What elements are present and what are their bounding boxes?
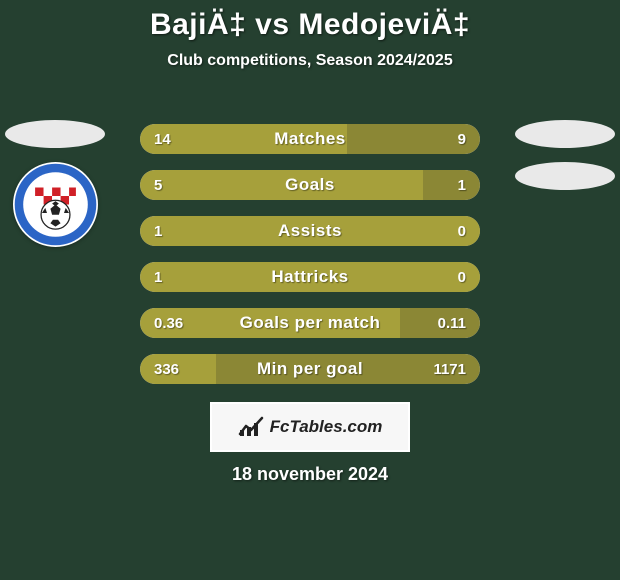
stat-row: 51Goals: [140, 170, 480, 200]
subtitle: Club competitions, Season 2024/2025: [0, 52, 620, 70]
brand-text: FcTables.com: [270, 417, 383, 437]
stat-row: 3361171Min per goal: [140, 354, 480, 384]
stat-row: 10Assists: [140, 216, 480, 246]
right-player-column: [510, 110, 620, 204]
club-crest-left: HNK CIBALIA: [13, 162, 98, 247]
stats-bars: 149Matches 51Goals 10Assists 10Hattricks 0.3…: [140, 124, 480, 400]
stat-label: Goals per match: [140, 308, 480, 338]
stat-row: 10Hattricks: [140, 262, 480, 292]
crest-icon: HNK CIBALIA: [13, 162, 98, 247]
stat-label: Min per goal: [140, 354, 480, 384]
player-photo-placeholder: [515, 120, 615, 148]
club-crest-placeholder: [515, 162, 615, 190]
snapshot-date: 18 november 2024: [0, 464, 620, 485]
page-title: BajiÄ‡ vs MedojeviÄ‡: [0, 0, 620, 42]
comparison-card: BajiÄ‡ vs MedojeviÄ‡ Club competitions, …: [0, 0, 620, 580]
chart-icon: [238, 416, 264, 438]
player-photo-placeholder: [5, 120, 105, 148]
stat-label: Hattricks: [140, 262, 480, 292]
brand-badge[interactable]: FcTables.com: [210, 402, 410, 452]
stat-label: Assists: [140, 216, 480, 246]
stat-label: Goals: [140, 170, 480, 200]
stat-row: 149Matches: [140, 124, 480, 154]
left-player-column: HNK CIBALIA: [0, 110, 110, 247]
stat-label: Matches: [140, 124, 480, 154]
stat-row: 0.360.11Goals per match: [140, 308, 480, 338]
